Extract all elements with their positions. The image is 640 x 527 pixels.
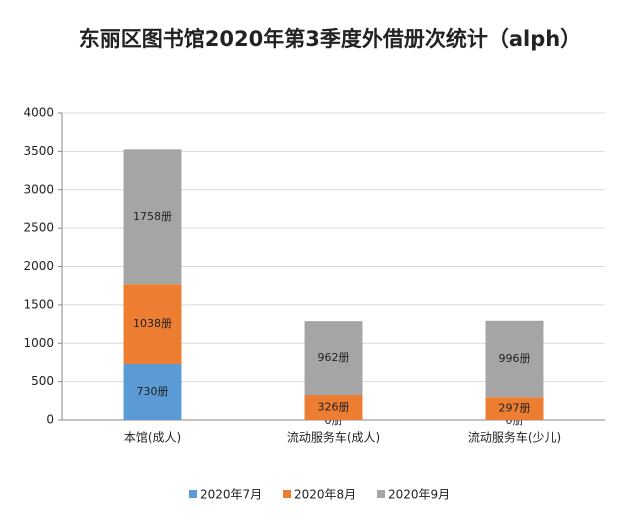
bar-segment bbox=[123, 149, 182, 285]
value-label: 326册 bbox=[318, 400, 350, 413]
y-tick-label: 500 bbox=[31, 374, 54, 388]
y-tick-label: 4000 bbox=[23, 106, 54, 120]
legend-label: 2020年9月 bbox=[388, 488, 450, 502]
y-tick-label: 3500 bbox=[23, 144, 54, 158]
y-tick-label: 3000 bbox=[23, 182, 54, 196]
bar-segment bbox=[123, 363, 182, 420]
y-tick-label: 2500 bbox=[23, 221, 54, 235]
bar-segment bbox=[485, 397, 544, 420]
y-tick-label: 0 bbox=[46, 413, 54, 427]
bar-segment bbox=[485, 320, 544, 398]
bar-segment bbox=[304, 321, 363, 395]
legend-swatch bbox=[283, 490, 291, 498]
value-label: 962册 bbox=[318, 351, 350, 364]
bar-segment bbox=[304, 394, 363, 420]
x-tick-label: 流动服务车(少儿) bbox=[468, 430, 561, 445]
y-tick-label: 1500 bbox=[23, 297, 54, 311]
x-tick-label: 本馆(成人) bbox=[124, 430, 181, 445]
legend-swatch bbox=[189, 490, 197, 498]
y-tick-label: 1000 bbox=[23, 336, 54, 350]
value-label: 730册 bbox=[137, 385, 169, 398]
value-label: 1038册 bbox=[133, 317, 172, 330]
value-label: 1758册 bbox=[133, 210, 172, 223]
value-label: 996册 bbox=[499, 352, 531, 365]
bar-segment bbox=[123, 284, 182, 364]
value-label: 297册 bbox=[499, 402, 531, 415]
y-tick-label: 2000 bbox=[23, 259, 54, 273]
chart-title: 东丽区图书馆2020年第3季度外借册次统计（alph） bbox=[79, 27, 581, 51]
x-tick-label: 流动服务车(成人) bbox=[287, 430, 380, 445]
legend-label: 2020年8月 bbox=[294, 488, 356, 502]
legend-label: 2020年7月 bbox=[200, 488, 262, 502]
legend-swatch bbox=[377, 490, 385, 498]
